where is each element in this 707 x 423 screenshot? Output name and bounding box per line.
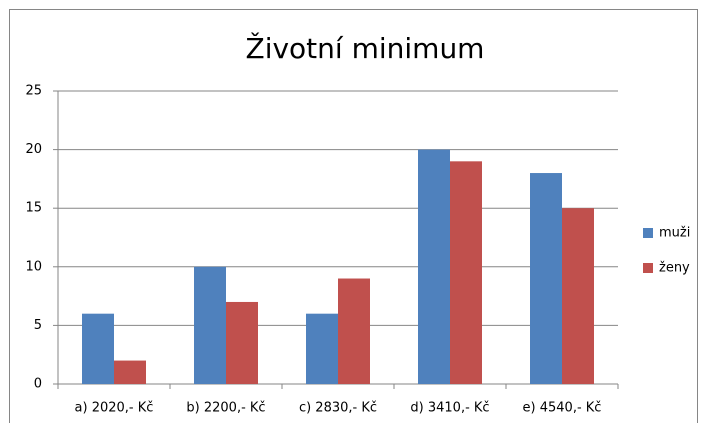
x-tick-label: b) 2200,- Kč <box>186 401 265 416</box>
x-tick-label: e) 4540,- Kč <box>523 401 602 416</box>
y-tick-label: 5 <box>34 318 42 333</box>
legend-label: muži <box>659 226 690 241</box>
bar <box>418 149 450 384</box>
bar <box>338 278 370 384</box>
bar <box>114 360 146 384</box>
bar <box>530 173 562 384</box>
legend-swatch <box>643 228 653 238</box>
bar <box>194 266 226 384</box>
bar <box>82 313 114 384</box>
y-tick-label: 10 <box>25 259 42 274</box>
bar <box>306 313 338 384</box>
y-tick-label: 25 <box>25 84 42 99</box>
y-tick-label: 15 <box>25 201 42 216</box>
legend-swatch <box>643 263 653 273</box>
x-tick-label: a) 2020,- Kč <box>75 401 154 416</box>
y-tick-label: 0 <box>34 377 42 392</box>
bar <box>450 161 482 384</box>
x-tick-label: c) 2830,- Kč <box>299 401 377 416</box>
bar <box>562 208 594 384</box>
legend-label: ženy <box>659 261 690 276</box>
x-tick-label: d) 3410,- Kč <box>410 401 489 416</box>
y-tick-label: 20 <box>25 142 42 157</box>
chart-title: Životní minimum <box>246 31 485 65</box>
bar <box>226 301 258 384</box>
